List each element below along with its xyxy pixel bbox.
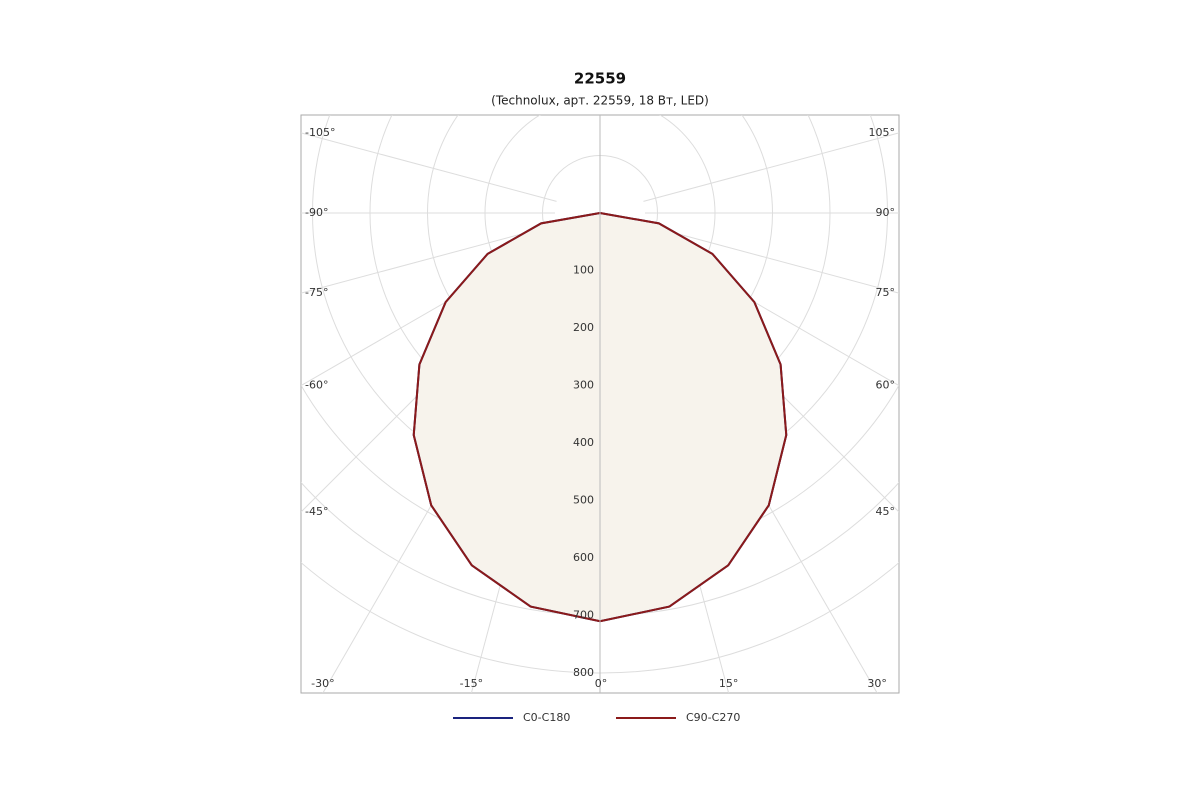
chart-title: 22559 xyxy=(574,70,626,88)
grid-spoke xyxy=(643,224,899,294)
angle-label: -90° xyxy=(305,206,328,219)
grid-spoke xyxy=(643,132,899,202)
angle-label: -60° xyxy=(305,379,328,392)
angle-label: 90° xyxy=(876,206,896,219)
labels: -105° -90° -75° -60° -45° -30° -15° 0° 15° 30° 45°… xyxy=(305,126,895,690)
angle-label: -30° xyxy=(311,677,334,690)
radial-label: 400 xyxy=(573,436,594,449)
radial-label: 500 xyxy=(573,494,594,507)
angle-label: 105° xyxy=(869,126,896,139)
grid-spoke xyxy=(301,224,557,294)
angle-label: 75° xyxy=(876,286,896,299)
radial-label: 600 xyxy=(573,551,594,564)
angle-label: 60° xyxy=(876,379,896,392)
plot-area xyxy=(301,115,899,693)
radial-label: 100 xyxy=(573,264,594,277)
angle-label: -45° xyxy=(305,505,328,518)
angle-label: 15° xyxy=(719,677,739,690)
angle-label: 45° xyxy=(876,505,896,518)
legend-label: C90-C270 xyxy=(686,711,740,724)
radial-label: 800 xyxy=(573,666,594,679)
angle-label: 0° xyxy=(595,677,608,690)
radial-label: 200 xyxy=(573,321,594,334)
angle-label: -105° xyxy=(305,126,335,139)
chart-subtitle: (Technolux, арт. 22559, 18 Вт, LED) xyxy=(491,94,709,108)
grid-spoke xyxy=(301,132,557,202)
legend-label: C0-C180 xyxy=(523,711,570,724)
radial-label: 300 xyxy=(573,379,594,392)
radial-label: 700 xyxy=(573,609,594,622)
angle-label: 30° xyxy=(867,677,887,690)
angle-label: -15° xyxy=(460,677,483,690)
angle-label: -75° xyxy=(305,286,328,299)
